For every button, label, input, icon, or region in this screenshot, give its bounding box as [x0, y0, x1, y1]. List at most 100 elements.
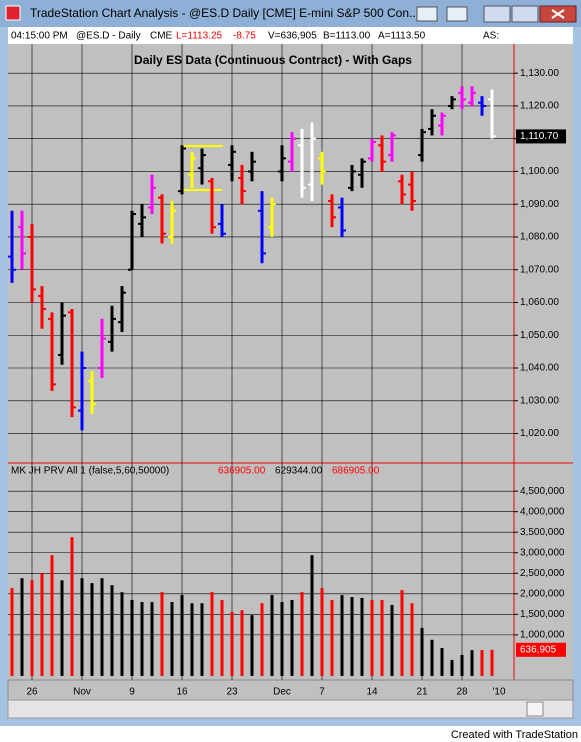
y-tick-label: 1,060.00: [520, 297, 559, 308]
volume-bar: [110, 585, 114, 676]
volume-bar: [80, 578, 84, 676]
volume-bar: [240, 610, 244, 676]
y-tick-label: 1,130.00: [520, 68, 559, 79]
volume-bar: [150, 602, 154, 676]
volume-bar: [420, 627, 424, 676]
y-tick-label: 1,120.00: [520, 101, 559, 112]
last-price-label: 1,110.70: [520, 131, 559, 142]
volume-bar: [50, 555, 54, 676]
y-tick-label: 1,080.00: [520, 232, 559, 243]
volume-bar: [270, 595, 274, 676]
volume-bar: [130, 599, 134, 676]
y-tick-label: 4,000,000: [520, 506, 565, 517]
close-icon: [551, 9, 565, 19]
volume-bar: [200, 603, 204, 676]
status-change: -8.75: [233, 31, 256, 42]
x-tick-label: 23: [226, 687, 238, 698]
minimize-button[interactable]: [483, 5, 511, 23]
volume-bar: [90, 583, 94, 676]
status-ask: A=1113.50: [378, 31, 426, 42]
y-tick-label: 2,000,000: [520, 588, 565, 599]
volume-bar: [450, 659, 454, 676]
last-value-label: 636,905: [520, 644, 557, 655]
status-time: 04:15:00 PM: [11, 31, 68, 42]
x-tick-label: 14: [366, 687, 378, 698]
status-bid: B=1113.00: [323, 31, 371, 42]
x-tick-label: 21: [416, 687, 428, 698]
x-tick-label: Nov: [73, 687, 91, 698]
chart-title: Daily ES Data (Continuous Contract) - Wi…: [134, 53, 412, 67]
volume-bar: [490, 649, 494, 676]
volume-bar: [470, 650, 474, 676]
volume-bar: [210, 592, 214, 676]
volume-bar: [140, 602, 144, 676]
y-tick-label: 3,500,000: [520, 527, 565, 538]
y-tick-label: 1,100.00: [520, 166, 559, 177]
volume-bar: [220, 599, 224, 676]
x-tick-label: 28: [456, 687, 468, 698]
volume-bar: [360, 597, 364, 676]
scrollbar[interactable]: [7, 699, 574, 719]
volume-bar: [300, 592, 304, 676]
volume-bar: [320, 588, 324, 676]
volume-bar: [400, 590, 404, 676]
maximize-button[interactable]: [511, 5, 539, 23]
x-tick-label: 16: [176, 687, 188, 698]
volume-bar: [340, 595, 344, 676]
y-tick-label: 1,070.00: [520, 264, 559, 275]
volume-bar: [480, 650, 484, 676]
status-more: AS:: [483, 31, 499, 42]
y-tick-label: 2,500,000: [520, 568, 565, 579]
status-exchange: CME: [150, 31, 173, 42]
y-tick-label: 1,040.00: [520, 363, 559, 374]
status-volume: V=636,905: [268, 31, 317, 42]
y-tick-label: 1,050.00: [520, 330, 559, 341]
y-tick-label: 1,030.00: [520, 395, 559, 406]
volume-bar: [30, 580, 34, 676]
scroll-thumb[interactable]: [526, 701, 544, 717]
y-tick-label: 3,000,000: [520, 547, 565, 558]
volume-bar: [290, 599, 294, 676]
volume-bar: [330, 599, 334, 676]
volume-bar: [160, 592, 164, 676]
volume-bar: [350, 597, 354, 676]
volume-bar: [120, 592, 124, 676]
volume-bar: [310, 555, 314, 676]
volume-bar: [440, 648, 444, 676]
indicator-value: 686905.00: [332, 466, 380, 477]
y-tick-label: 1,020.00: [520, 428, 559, 439]
indicator-value: 629344.00: [275, 466, 323, 477]
volume-bar: [460, 655, 464, 676]
volume-bar: [250, 615, 254, 676]
status-line: [8, 27, 573, 44]
y-tick-label: 4,500,000: [520, 486, 565, 497]
volume-bar: [430, 639, 434, 676]
volume-bar: [260, 603, 264, 676]
last-value-box: [516, 642, 566, 657]
x-tick-label: 7: [319, 687, 325, 698]
symbol-button[interactable]: [416, 6, 438, 22]
x-tick-label: 9: [129, 687, 135, 698]
volume-bar: [10, 588, 14, 676]
x-tick-label: Dec: [273, 687, 291, 698]
app-icon: [5, 5, 21, 21]
status-symbol: @ES.D - Daily: [76, 31, 141, 42]
volume-bar: [100, 578, 104, 676]
window-title: TradeStation Chart Analysis - @ES.D Dail…: [30, 6, 419, 20]
y-tick-label: 1,500,000: [520, 609, 565, 620]
volume-bar: [410, 603, 414, 676]
volume-bar: [380, 599, 384, 676]
format-button[interactable]: [446, 6, 468, 22]
volume-bar: [170, 602, 174, 676]
x-tick-label: '10: [492, 687, 505, 698]
indicator-title: MK JH PRV All 1 (false,5,60,50000): [11, 466, 169, 477]
volume-bar: [390, 604, 394, 676]
indicator-value: 636905.00: [218, 466, 266, 477]
volume-bar: [20, 578, 24, 676]
last-price-box: [516, 129, 566, 144]
status-last: L=1113.25: [176, 31, 223, 42]
y-tick-label: 1,000,000: [520, 630, 565, 641]
volume-bar: [60, 580, 64, 676]
footer-area: [0, 726, 581, 742]
